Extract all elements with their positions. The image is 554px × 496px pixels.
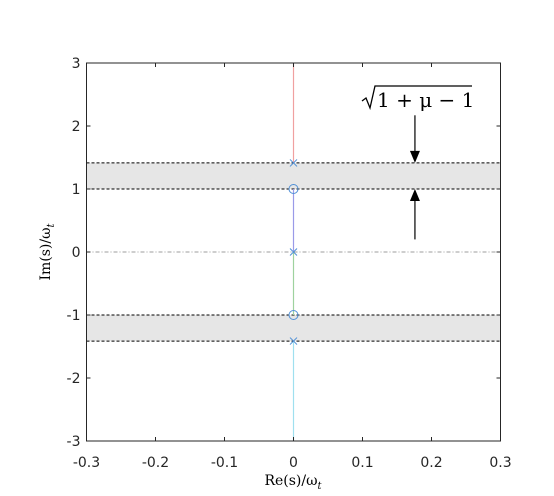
x-tick-label-group: -0.3 -0.2 -0.1 0 0.1 0.2 0.3 bbox=[73, 455, 512, 471]
annotation-radicand: 1 + μ bbox=[377, 88, 432, 112]
annotation-label: 1 + μ − 1 bbox=[377, 88, 474, 112]
x-axis-label-sub: t bbox=[318, 481, 323, 492]
annotation-sqrt-sign bbox=[361, 85, 472, 111]
y-axis-label-sub: t bbox=[46, 222, 57, 227]
y-tick-label-2: -2 bbox=[67, 371, 81, 387]
x-tick-label-3: -0.1 bbox=[211, 455, 238, 471]
x-tick-label-7: 0.3 bbox=[489, 455, 511, 471]
shaded-band-1 bbox=[86, 162, 501, 189]
y-tick-label-3: -1 bbox=[67, 308, 81, 324]
pole-marker-2 bbox=[289, 248, 298, 256]
pole-marker-1 bbox=[289, 159, 298, 167]
annotation-arrow-down-head bbox=[409, 150, 420, 163]
x-tick-label-4: 0 bbox=[289, 455, 298, 471]
y-tick-label-7: 3 bbox=[72, 56, 81, 72]
x-tick-label-1: -0.3 bbox=[73, 455, 100, 471]
zero-marker-1 bbox=[288, 184, 299, 194]
y-axis-label-main: Im(s)/ω bbox=[38, 227, 54, 280]
x-axis-label: Re(s)/ωt bbox=[264, 473, 322, 492]
y-tick-label-4: 0 bbox=[72, 245, 81, 261]
tick-group bbox=[86, 62, 501, 442]
zero-marker-2 bbox=[288, 310, 299, 320]
x-tick-label-6: 0.2 bbox=[420, 455, 442, 471]
annotation-group: 1 + μ − 1 bbox=[361, 85, 474, 240]
annotation-rest: − 1 bbox=[432, 88, 474, 112]
shaded-band-2 bbox=[86, 315, 501, 342]
pole-marker-3 bbox=[289, 337, 298, 345]
y-axis-label: Im(s)/ωt bbox=[38, 222, 57, 280]
x-tick-label-2: -0.2 bbox=[142, 455, 169, 471]
annotation-arrow-up-head bbox=[409, 189, 420, 201]
y-tick-label-1: -3 bbox=[67, 434, 81, 450]
x-axis-label-main: Re(s)/ω bbox=[264, 473, 317, 489]
x-tick-label-5: 0.1 bbox=[351, 455, 373, 471]
y-tick-label-6: 2 bbox=[72, 119, 81, 135]
marker-group bbox=[288, 159, 299, 345]
y-tick-label-5: 1 bbox=[72, 182, 81, 198]
y-tick-label-group: -3 -2 -1 0 1 2 3 bbox=[67, 56, 81, 450]
